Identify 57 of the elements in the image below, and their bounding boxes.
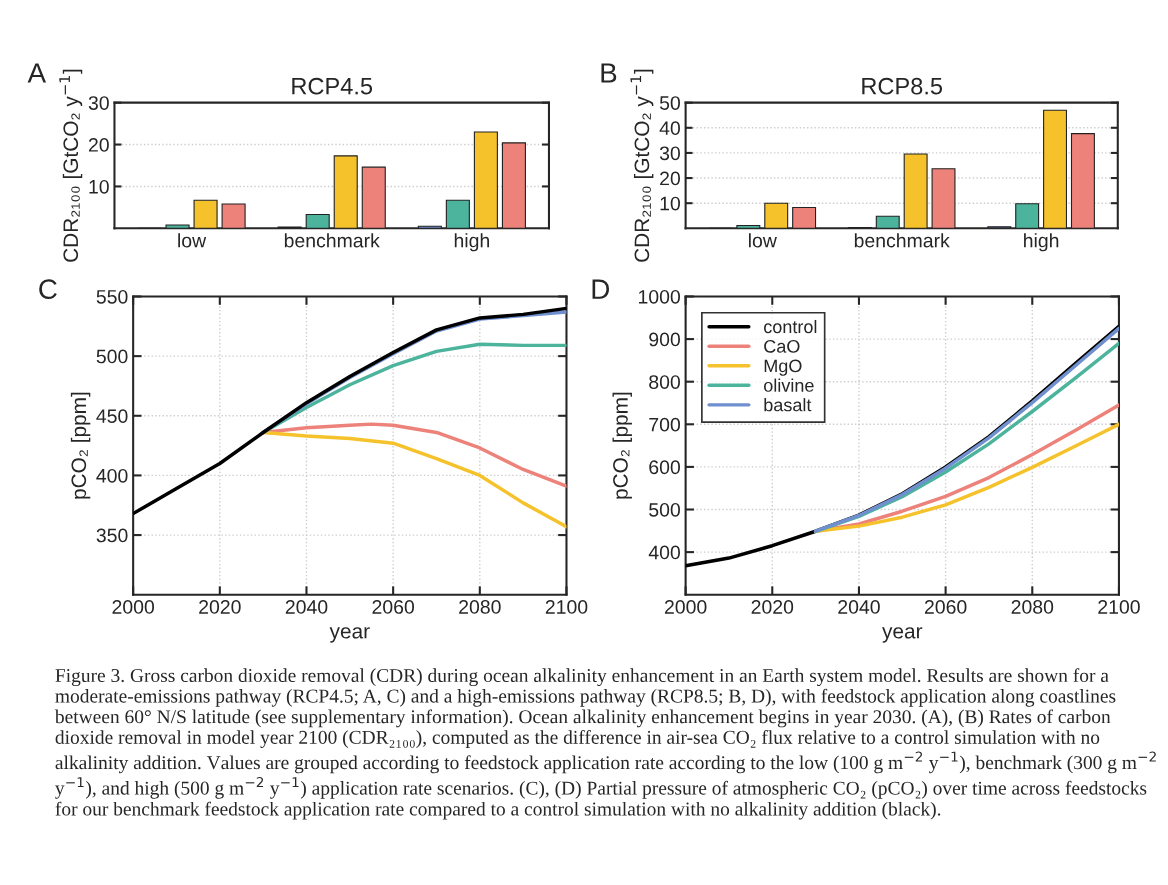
y-axis-title: CDR₂₁₀₀ [GtCO₂ y$^{−1}$] xyxy=(630,69,654,262)
text: B xyxy=(601,63,617,83)
x-tick-label: 2100 xyxy=(545,600,588,614)
x-tick-label: 2080 xyxy=(1011,600,1054,614)
y-tick-label: 550 xyxy=(96,289,128,304)
x-tick-label: low xyxy=(178,233,207,248)
y-axis-title: CDR₂₁₀₀ [GtCO₂ y$^{−1}$] xyxy=(59,69,83,262)
y-tick-label: 700 xyxy=(649,417,680,432)
text: Figure 3. Gross carbon dioxide removal (CDR) during ocean alkalinity enhancement in an Earth system model. Results are shown for a moderate-emissions pathway (RCP4.5; A, C) and a high-emissions pathway (RCP8.5; B, D), with feedstock application along coastlines between 60° N/S latitude (see supplementary information). Ocean alkalinity enhancement begins in year 2030. (A), (B) Rates of carbon dioxide removal in model year 2100 (CDR₂₁₀₀), computed as the difference in air-sea CO₂ flux relative to a control simulation with no alkalinity addition. Values are grouped according to feedstock application rate according to the low (100 g m$^{−2}$ y$^{−1}$), benchmark (300 g m$^{−2}$ y$^{−1}$), and high (500 g m$^{−2}$ y$^{−1}$) application rate scenarios. (C), (D) Partial pressure of atmospheric CO₂ (pCO₂) over time across feedstocks for our benchmark feedstock application rate compared to a control simulation with no alkalinity addition (black). xyxy=(54,668,1156,820)
y-tick-label: 400 xyxy=(648,545,680,560)
legend-label: basalt xyxy=(764,398,812,412)
legend-label: olivine xyxy=(764,378,814,392)
legend-label: control xyxy=(764,319,817,334)
x-tick-label: 2100 xyxy=(1098,600,1140,614)
y-tick-label: 350 xyxy=(96,528,128,543)
x-tick-label: benchmark xyxy=(854,233,950,248)
y-tick-label: 500 xyxy=(649,502,680,517)
y-tick-label: 1000 xyxy=(638,289,680,304)
x-tick-label: 2000 xyxy=(112,600,155,614)
chart-title: RCP8.5 xyxy=(862,77,943,95)
x-tick-label: 2040 xyxy=(838,600,880,614)
y-tick-label: 800 xyxy=(649,375,680,389)
y-axis-title: pCO₂ [ppm] xyxy=(612,392,632,499)
y-tick-label: 450 xyxy=(96,409,128,424)
x-tick-label: benchmark xyxy=(284,233,380,248)
x-axis-title: year xyxy=(882,627,923,643)
x-tick-label: high xyxy=(1024,233,1059,252)
text: C xyxy=(39,279,57,299)
y-tick-label: 30 xyxy=(88,96,109,110)
x-tick-label: high xyxy=(454,233,489,252)
y-axis-title: pCO₂ [ppm] xyxy=(70,392,91,499)
x-tick-label: 2000 xyxy=(664,600,707,614)
x-tick-label: 2020 xyxy=(199,600,241,614)
legend-label: CaO xyxy=(764,339,800,353)
y-tick-label: 900 xyxy=(649,332,680,347)
x-axis-title: year xyxy=(329,627,370,643)
x-tick-label: 2040 xyxy=(285,600,328,614)
y-tick-label: 50 xyxy=(659,96,680,110)
y-tick-label: 10 xyxy=(89,179,109,194)
line-series xyxy=(133,306,567,516)
legend-label: MgO xyxy=(764,359,802,376)
text: D xyxy=(592,279,610,299)
x-tick-label: 2060 xyxy=(372,600,415,614)
y-tick-label: 40 xyxy=(659,121,680,136)
y-tick-label: 10 xyxy=(660,196,680,211)
chart-title: RCP4.5 xyxy=(292,77,373,95)
y-tick-label: 30 xyxy=(659,146,680,161)
y-tick-label: 500 xyxy=(96,349,128,364)
y-tick-label: 400 xyxy=(96,468,128,483)
y-tick-label: 20 xyxy=(660,171,680,186)
x-tick-label: 2060 xyxy=(924,600,967,614)
x-tick-label: 2020 xyxy=(751,600,794,614)
x-tick-label: 2080 xyxy=(459,600,501,614)
x-tick-label: low xyxy=(749,233,777,248)
y-tick-label: 600 xyxy=(649,460,680,475)
text: A xyxy=(27,63,47,83)
y-tick-label: 20 xyxy=(88,138,109,152)
